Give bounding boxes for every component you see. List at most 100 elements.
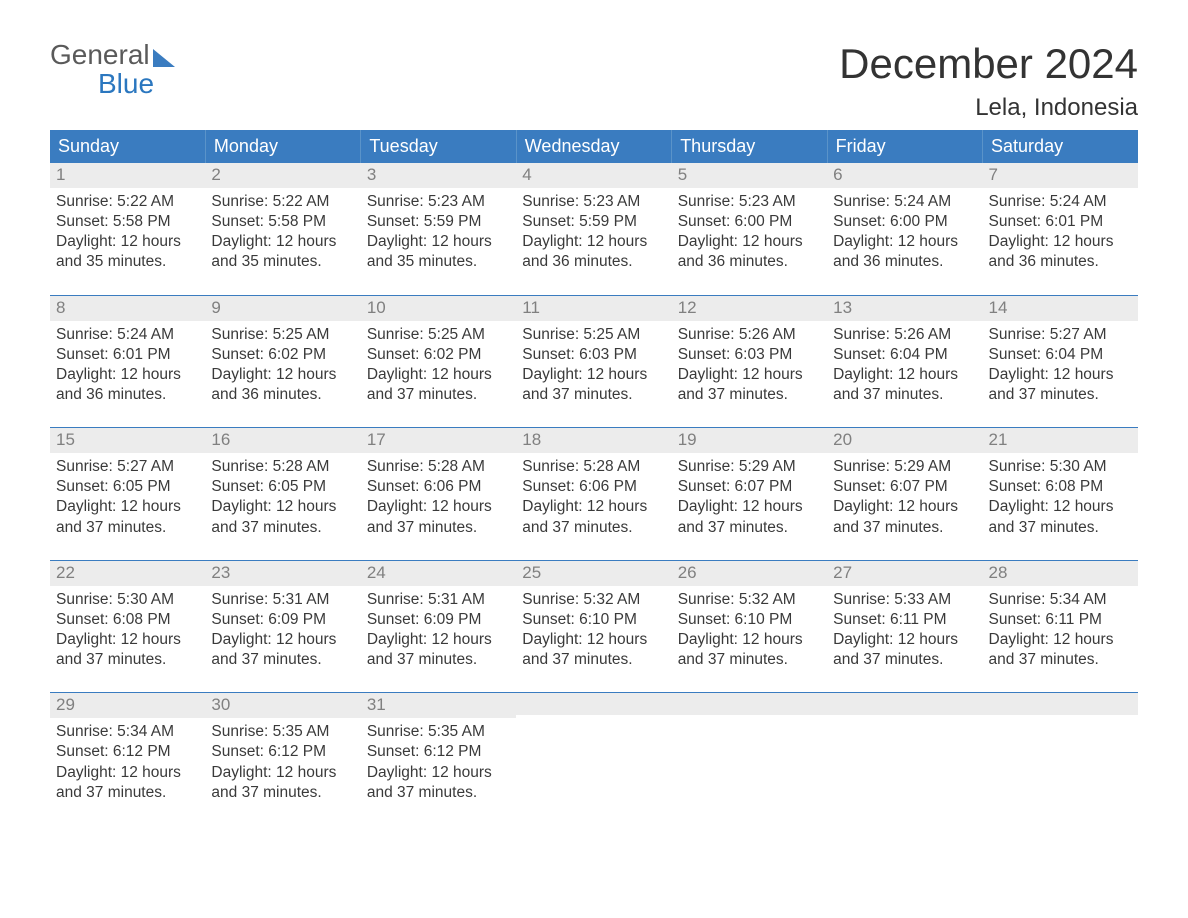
day-number: 10 [361,296,516,321]
calendar-cell: 23Sunrise: 5:31 AMSunset: 6:09 PMDayligh… [205,560,360,693]
sunrise-line: Sunrise: 5:24 AM [833,192,976,212]
sunset-line: Sunset: 6:06 PM [367,477,510,497]
sunset-line: Sunset: 6:02 PM [211,345,354,365]
daylight-line: Daylight: 12 hours and 37 minutes. [367,497,510,537]
day-content: Sunrise: 5:35 AMSunset: 6:12 PMDaylight:… [361,718,516,825]
day-content: Sunrise: 5:24 AMSunset: 6:00 PMDaylight:… [827,188,982,295]
day-content: Sunrise: 5:23 AMSunset: 5:59 PMDaylight:… [516,188,671,295]
calendar-cell [516,693,671,825]
sunset-line: Sunset: 6:12 PM [367,742,510,762]
day-content: Sunrise: 5:28 AMSunset: 6:06 PMDaylight:… [361,453,516,560]
day-content: Sunrise: 5:27 AMSunset: 6:04 PMDaylight:… [983,321,1138,428]
sunrise-line: Sunrise: 5:24 AM [989,192,1132,212]
daylight-line: Daylight: 12 hours and 35 minutes. [367,232,510,272]
logo-line1: General [50,40,175,69]
day-content: Sunrise: 5:26 AMSunset: 6:03 PMDaylight:… [672,321,827,428]
sunset-line: Sunset: 6:12 PM [56,742,199,762]
day-content: Sunrise: 5:23 AMSunset: 5:59 PMDaylight:… [361,188,516,295]
day-number: 31 [361,693,516,718]
day-content: Sunrise: 5:27 AMSunset: 6:05 PMDaylight:… [50,453,205,560]
sunrise-line: Sunrise: 5:24 AM [56,325,199,345]
calendar-cell: 13Sunrise: 5:26 AMSunset: 6:04 PMDayligh… [827,295,982,428]
sunrise-line: Sunrise: 5:22 AM [56,192,199,212]
day-content: Sunrise: 5:29 AMSunset: 6:07 PMDaylight:… [672,453,827,560]
calendar-cell [983,693,1138,825]
calendar-cell: 24Sunrise: 5:31 AMSunset: 6:09 PMDayligh… [361,560,516,693]
sunset-line: Sunset: 6:06 PM [522,477,665,497]
day-number: 20 [827,428,982,453]
day-number: 12 [672,296,827,321]
day-content: Sunrise: 5:25 AMSunset: 6:02 PMDaylight:… [205,321,360,428]
daylight-line: Daylight: 12 hours and 36 minutes. [989,232,1132,272]
day-number: 4 [516,163,671,188]
calendar-header-row: Sunday Monday Tuesday Wednesday Thursday… [50,130,1138,163]
sunrise-line: Sunrise: 5:25 AM [522,325,665,345]
calendar-cell [827,693,982,825]
calendar-cell: 30Sunrise: 5:35 AMSunset: 6:12 PMDayligh… [205,693,360,825]
sunrise-line: Sunrise: 5:30 AM [56,590,199,610]
day-content: Sunrise: 5:34 AMSunset: 6:12 PMDaylight:… [50,718,205,825]
daylight-line: Daylight: 12 hours and 37 minutes. [989,365,1132,405]
sunset-line: Sunset: 6:01 PM [989,212,1132,232]
sunset-line: Sunset: 6:01 PM [56,345,199,365]
daylight-line: Daylight: 12 hours and 37 minutes. [678,497,821,537]
calendar-cell: 25Sunrise: 5:32 AMSunset: 6:10 PMDayligh… [516,560,671,693]
day-content: Sunrise: 5:25 AMSunset: 6:02 PMDaylight:… [361,321,516,428]
sunset-line: Sunset: 6:05 PM [56,477,199,497]
day-content: Sunrise: 5:22 AMSunset: 5:58 PMDaylight:… [50,188,205,295]
day-number: 28 [983,561,1138,586]
sunset-line: Sunset: 5:59 PM [367,212,510,232]
month-title: December 2024 [839,40,1138,88]
sunrise-line: Sunrise: 5:35 AM [211,722,354,742]
sunset-line: Sunset: 6:08 PM [56,610,199,630]
daylight-line: Daylight: 12 hours and 37 minutes. [56,497,199,537]
calendar-cell: 11Sunrise: 5:25 AMSunset: 6:03 PMDayligh… [516,295,671,428]
day-content: Sunrise: 5:30 AMSunset: 6:08 PMDaylight:… [50,586,205,693]
day-header-monday: Monday [205,130,360,163]
day-header-wednesday: Wednesday [516,130,671,163]
day-content: Sunrise: 5:23 AMSunset: 6:00 PMDaylight:… [672,188,827,295]
day-number: 23 [205,561,360,586]
sunrise-line: Sunrise: 5:29 AM [678,457,821,477]
sunset-line: Sunset: 6:03 PM [678,345,821,365]
sunrise-line: Sunrise: 5:34 AM [56,722,199,742]
daylight-line: Daylight: 12 hours and 37 minutes. [833,365,976,405]
day-content: Sunrise: 5:25 AMSunset: 6:03 PMDaylight:… [516,321,671,428]
daylight-line: Daylight: 12 hours and 36 minutes. [522,232,665,272]
sunset-line: Sunset: 6:02 PM [367,345,510,365]
logo-text-blue: Blue [98,69,175,98]
day-header-friday: Friday [827,130,982,163]
day-content: Sunrise: 5:34 AMSunset: 6:11 PMDaylight:… [983,586,1138,693]
daylight-line: Daylight: 12 hours and 36 minutes. [56,365,199,405]
day-number: 2 [205,163,360,188]
day-number: 15 [50,428,205,453]
day-content: Sunrise: 5:28 AMSunset: 6:06 PMDaylight:… [516,453,671,560]
calendar-cell: 8Sunrise: 5:24 AMSunset: 6:01 PMDaylight… [50,295,205,428]
calendar-cell: 6Sunrise: 5:24 AMSunset: 6:00 PMDaylight… [827,163,982,295]
sunset-line: Sunset: 6:10 PM [522,610,665,630]
sunrise-line: Sunrise: 5:32 AM [522,590,665,610]
daylight-line: Daylight: 12 hours and 37 minutes. [367,365,510,405]
day-number: 17 [361,428,516,453]
sunrise-line: Sunrise: 5:33 AM [833,590,976,610]
daylight-line: Daylight: 12 hours and 35 minutes. [211,232,354,272]
calendar-cell: 14Sunrise: 5:27 AMSunset: 6:04 PMDayligh… [983,295,1138,428]
sunset-line: Sunset: 6:04 PM [989,345,1132,365]
daylight-line: Daylight: 12 hours and 36 minutes. [678,232,821,272]
calendar-cell: 9Sunrise: 5:25 AMSunset: 6:02 PMDaylight… [205,295,360,428]
daylight-line: Daylight: 12 hours and 37 minutes. [56,630,199,670]
sunrise-line: Sunrise: 5:34 AM [989,590,1132,610]
sunrise-line: Sunrise: 5:29 AM [833,457,976,477]
calendar-table: Sunday Monday Tuesday Wednesday Thursday… [50,130,1138,825]
calendar-cell: 2Sunrise: 5:22 AMSunset: 5:58 PMDaylight… [205,163,360,295]
calendar-cell: 26Sunrise: 5:32 AMSunset: 6:10 PMDayligh… [672,560,827,693]
sunrise-line: Sunrise: 5:28 AM [522,457,665,477]
sunset-line: Sunset: 6:11 PM [989,610,1132,630]
sunrise-line: Sunrise: 5:25 AM [211,325,354,345]
calendar-cell [672,693,827,825]
sunset-line: Sunset: 6:07 PM [678,477,821,497]
day-number: 5 [672,163,827,188]
day-number: 7 [983,163,1138,188]
day-number: 14 [983,296,1138,321]
calendar-cell: 21Sunrise: 5:30 AMSunset: 6:08 PMDayligh… [983,428,1138,561]
